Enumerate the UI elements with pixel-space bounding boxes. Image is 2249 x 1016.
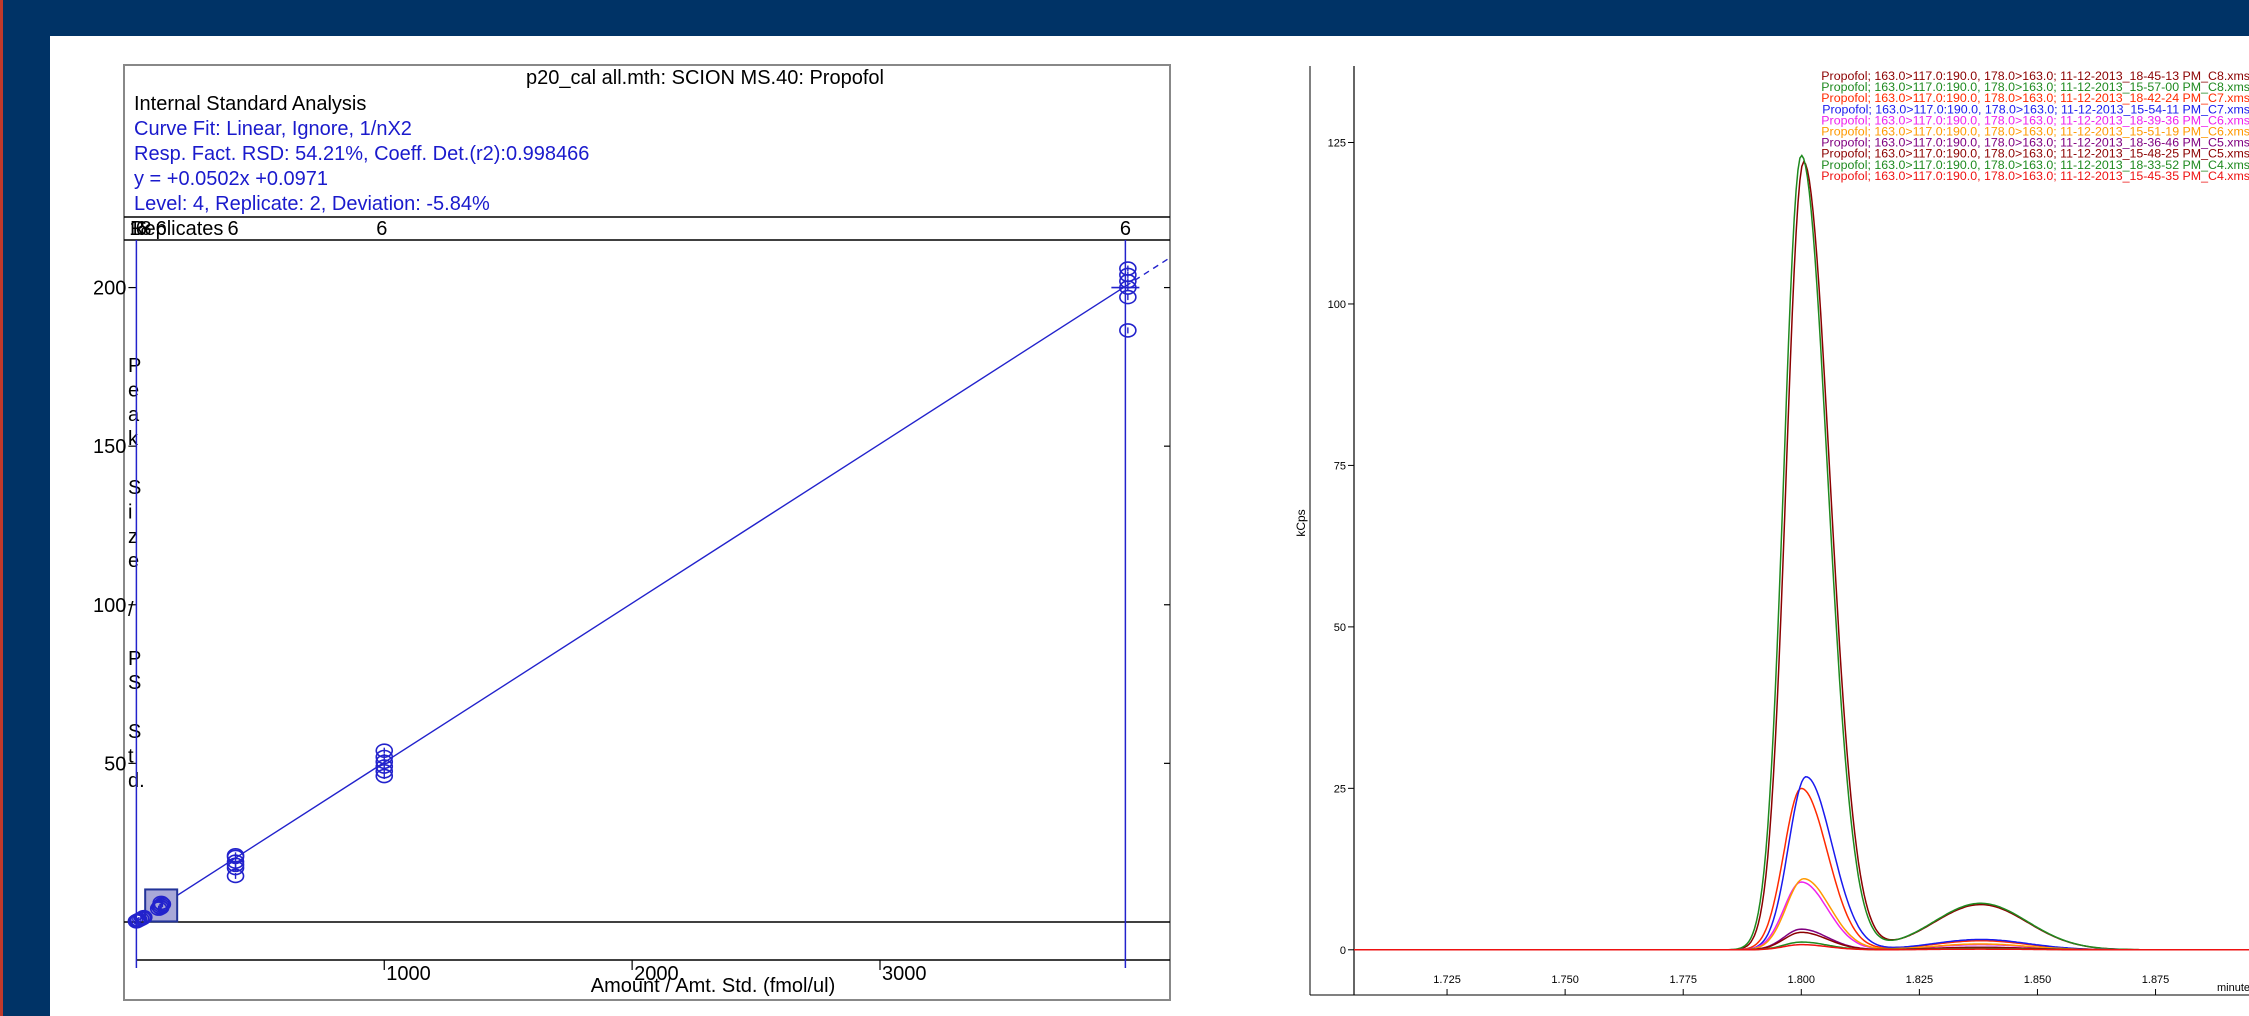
y-label-char: k — [128, 428, 139, 450]
y-tick-label: 0 — [1340, 945, 1346, 957]
y-tick-label: 150 — [93, 436, 126, 458]
info-line-level: Level: 4, Replicate: 2, Deviation: -5.84… — [134, 193, 490, 215]
y-label-char: z — [128, 526, 138, 548]
legend-entry: Propofol; 163.0>117.0:190.0, 178.0>163.0… — [1821, 158, 2249, 172]
calibration-frame — [123, 64, 1171, 1001]
legend-entry: Propofol; 163.0>117.0:190.0, 178.0>163.0… — [1821, 136, 2249, 150]
info-line-curve-fit: Curve Fit: Linear, Ignore, 1/nX2 — [134, 118, 412, 140]
trace-line — [1354, 776, 2249, 951]
y-label-char: S — [128, 477, 141, 499]
x-tick-label: 1.725 — [1433, 974, 1461, 986]
header-bar — [0, 0, 2249, 38]
data-point — [375, 768, 394, 784]
replicate-count: 6 — [1120, 218, 1131, 240]
fit-line — [136, 285, 1126, 923]
replicate-count: 6 — [156, 218, 167, 240]
data-point — [1119, 323, 1137, 338]
info-line-equation: y = +0.0502x +0.0971 — [134, 168, 328, 190]
chromatogram-plot-area: 0 25 50 75 100 125 1.725 1.750 1.775 1.800 1.825 1.… — [1309, 66, 2249, 996]
trace-line — [1354, 154, 2249, 951]
x-tick-label: 1.825 — [1906, 974, 1934, 986]
info-line-rsd: Resp. Fact. RSD: 54.21%, Coeff. Det.(r2)… — [134, 143, 589, 165]
legend-entry: Propofol; 163.0>117.0:190.0, 178.0>163.0… — [1821, 113, 2249, 127]
legend-entry: Propofol; 163.0>117.0:190.0, 178.0>163.0… — [1821, 91, 2249, 105]
replicates-label: Replicates — [130, 218, 223, 240]
y-tick-label: 75 — [1334, 460, 1346, 472]
legend-entry: Propofol; 163.0>117.0:190.0, 178.0>163.0… — [1821, 169, 2249, 183]
y-tick-label: 200 — [93, 278, 126, 300]
y-tick-label: 25 — [1334, 783, 1346, 795]
chromatogram-y-axis-label: kCps — [1294, 509, 1308, 536]
x-tick-label: 1.850 — [2024, 974, 2052, 986]
y-tick-label: 100 — [1328, 299, 1346, 311]
legend-entry: Propofol; 163.0>117.0:190.0, 178.0>163.0… — [1821, 80, 2249, 94]
legend-entry: Propofol; 163.0>117.0:190.0, 178.0>163.0… — [1822, 102, 2249, 116]
data-point — [133, 910, 152, 926]
x-tick-label: 2000 — [634, 963, 679, 985]
info-line-analysis: Internal Standard Analysis — [134, 93, 366, 115]
y-label-char: a — [128, 404, 140, 426]
trace-line — [1354, 787, 2249, 951]
x-tick-label: 1000 — [386, 963, 431, 985]
slide-canvas: p20_cal all.mth: SCION MS.40: Propofol I… — [50, 36, 2249, 1016]
trace-line — [1354, 881, 2249, 951]
legend-entry: Propofol; 163.0>117.0:190.0, 178.0>163.0… — [1821, 125, 2249, 139]
fit-line-extrapolated — [1125, 257, 1171, 287]
x-tick-label: 1.775 — [1669, 974, 1697, 986]
trace-line — [1354, 943, 2249, 951]
y-label-char: S — [128, 672, 141, 694]
replicate-count: 6 — [136, 218, 147, 240]
y-label-char: i — [128, 501, 132, 523]
data-point — [226, 848, 245, 863]
y-tick-label: 100 — [93, 595, 126, 617]
legend-entry: Propofol; 163.0>117.0:190.0, 178.0>163.0… — [1821, 147, 2249, 161]
x-tick-label: 3000 — [882, 963, 927, 985]
replicate-counts: 186 6 6 6 6 — [129, 218, 1131, 240]
calibration-plot-area: 50 100 150 200 1000 2000 3000 — [93, 240, 1171, 985]
y-label-char: e — [128, 550, 139, 572]
data-point — [151, 900, 170, 915]
data-point — [375, 743, 394, 758]
chromatogram-x-axis-label: minutes — [2217, 982, 2249, 994]
trace-line — [1354, 160, 2249, 951]
replicate-count: 6 — [227, 218, 238, 240]
y-label-char: e — [128, 379, 139, 401]
x-tick-label: 1.875 — [2142, 974, 2170, 986]
y-tick-label: 50 — [1334, 622, 1346, 634]
y-label-char: t — [128, 745, 134, 767]
replicate-count: 6 — [376, 218, 387, 240]
y-label-char: / — [128, 599, 134, 621]
x-tick-label: 1.800 — [1788, 974, 1816, 986]
y-label-char: S — [128, 721, 141, 743]
data-point — [1119, 289, 1137, 305]
chromatogram-chart: 0 25 50 75 100 125 1.725 1.750 1.775 1.800 1.825 1.… — [1294, 66, 2249, 996]
y-tick-label: 50 — [104, 753, 126, 775]
calibration-title: p20_cal all.mth: SCION MS.40: Propofol — [526, 67, 884, 89]
data-point — [1119, 261, 1137, 276]
calibration-x-axis-label: Amount / Amt. Std. (fmol/ul) — [591, 975, 836, 997]
legend-entry: Propofol; 163.0>117.0:190.0, 178.0>163.0… — [1821, 69, 2249, 83]
y-label-char: P — [128, 355, 141, 377]
data-point — [135, 909, 153, 925]
y-label-char: P — [128, 648, 141, 670]
replicate-count: 18 — [129, 218, 151, 240]
left-edge-accent — [0, 0, 3, 1016]
trace-line — [1354, 931, 2249, 951]
y-tick-label: 125 — [1328, 138, 1346, 150]
x-tick-label: 1.750 — [1551, 974, 1579, 986]
trace-line — [1354, 877, 2249, 951]
data-point — [226, 857, 245, 873]
calibration-chart: p20_cal all.mth: SCION MS.40: Propofol I… — [93, 64, 1171, 1001]
chromatogram-legend: Propofol; 163.0>117.0:190.0, 178.0>163.0… — [1821, 69, 2249, 183]
